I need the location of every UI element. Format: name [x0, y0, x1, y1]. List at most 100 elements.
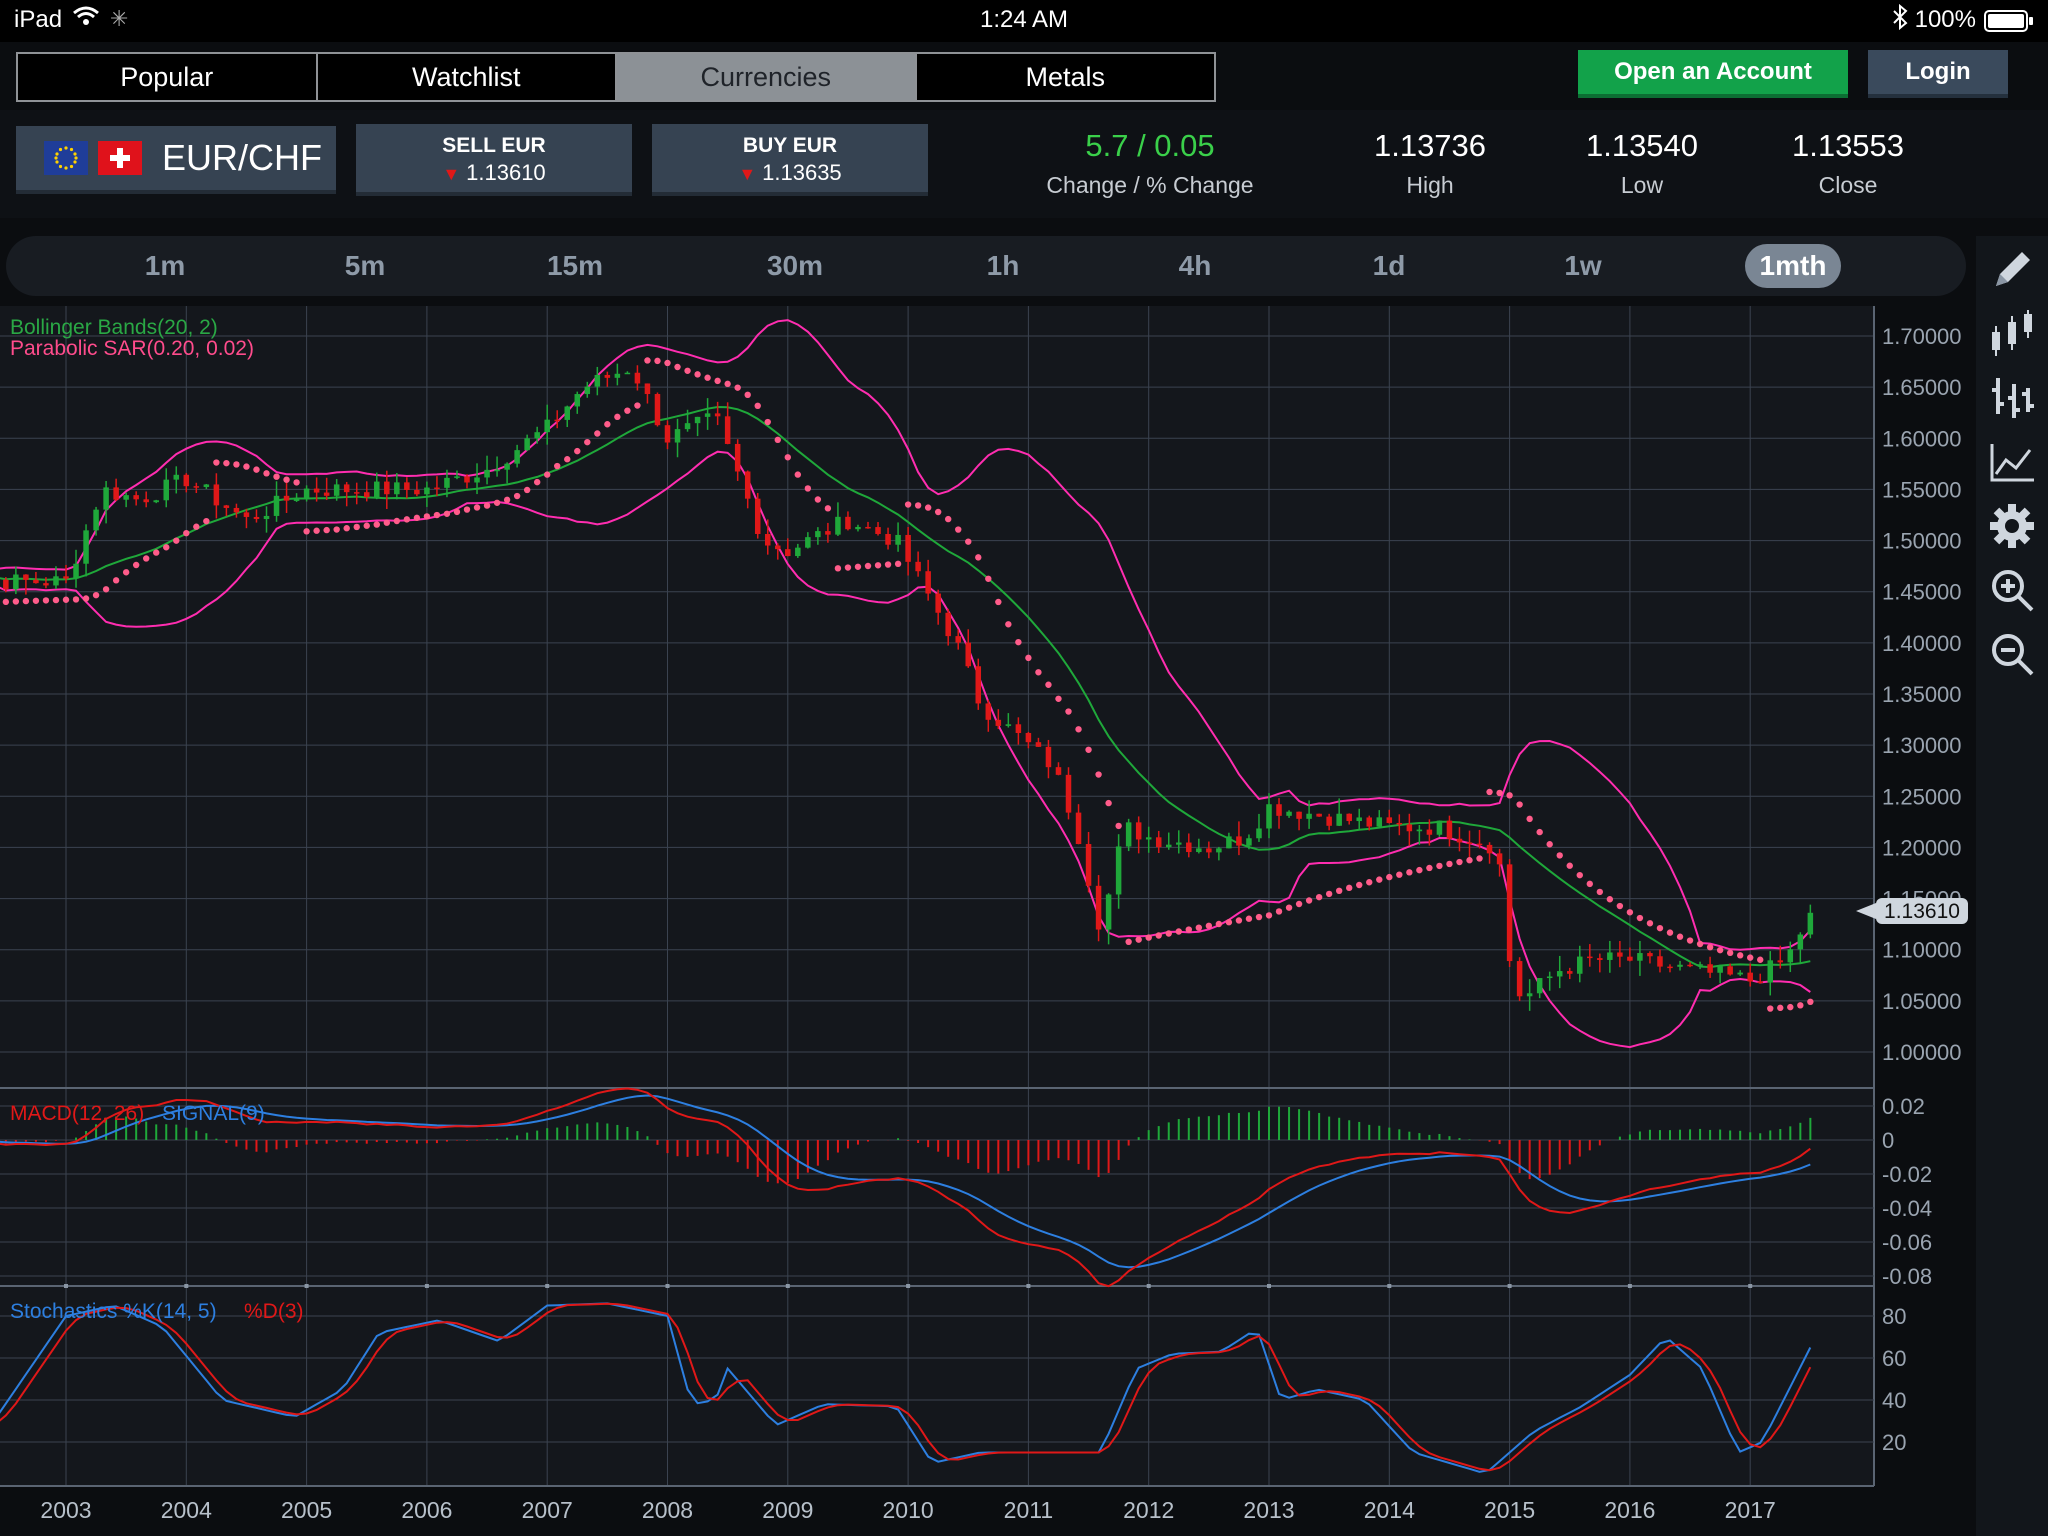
sar-dot — [1065, 708, 1072, 715]
y-tick-label: 1.30000 — [1882, 733, 1962, 758]
sar-dot — [1305, 897, 1313, 904]
candlestick-icon[interactable] — [1988, 310, 2036, 358]
login-button[interactable]: Login — [1868, 50, 2008, 98]
candle-body — [614, 373, 621, 378]
sar-dot — [2, 598, 10, 606]
timeframe-1d[interactable]: 1d — [1372, 250, 1406, 281]
candle-body — [313, 488, 320, 493]
timeframe-bar — [6, 236, 1966, 296]
sar-dot — [1245, 915, 1253, 922]
sar-dot — [894, 560, 902, 568]
timeframe-1mth[interactable]: 1mth — [1745, 244, 1841, 288]
candle-body — [163, 479, 170, 501]
candle-body — [785, 549, 791, 557]
pencil-icon[interactable] — [1988, 246, 2036, 294]
candle-body — [845, 516, 851, 530]
chart-grid — [0, 306, 1875, 1487]
stoch-tick-label: 40 — [1882, 1388, 1906, 1413]
sar-dot — [554, 462, 561, 470]
sar-dot — [443, 510, 451, 517]
separator-dot — [665, 1284, 670, 1288]
sar-dot — [233, 461, 240, 468]
macd-panel — [0, 1087, 1812, 1288]
open-account-button[interactable]: Open an Account — [1578, 50, 1848, 98]
price-chart[interactable]: 1.70000 1.65000 1.60000 1.55000 1.50000 1.450… — [0, 306, 1976, 1536]
candle-body — [1125, 822, 1132, 847]
candle-body — [1787, 949, 1794, 963]
upper-band-line — [0, 319, 1812, 951]
tab-metals[interactable]: Metals — [916, 54, 1214, 100]
candle-body — [734, 443, 741, 472]
bar-chart-icon[interactable] — [1988, 374, 2036, 422]
candle-body — [935, 593, 941, 613]
candle-body — [895, 534, 901, 545]
zoom-out-icon[interactable] — [1988, 630, 2036, 678]
line-chart-icon[interactable] — [1988, 438, 2036, 486]
sar-dot — [1396, 871, 1403, 878]
separator-dot — [64, 1284, 68, 1288]
sar-dot — [1636, 914, 1644, 922]
candle-body — [213, 484, 220, 506]
candle-body — [1206, 848, 1212, 853]
sar-dot — [473, 504, 481, 511]
sar-dot — [955, 526, 962, 533]
timeframe-15m[interactable]: 15m — [546, 250, 604, 281]
sell-button[interactable]: SELL EUR ▼ 1.13610 — [356, 124, 632, 196]
candle-body — [915, 561, 921, 572]
candle-body — [1747, 972, 1753, 982]
tab-currencies[interactable]: Currencies — [617, 54, 917, 100]
sar-dot — [1366, 879, 1373, 886]
buy-button[interactable]: BUY EUR ▼ 1.13635 — [652, 124, 928, 196]
sar-dot — [1265, 912, 1273, 919]
candle-body — [1105, 894, 1112, 930]
low-value: 1.13540 — [1585, 128, 1699, 163]
candle-body — [1476, 843, 1483, 846]
sar-dot — [1275, 908, 1283, 915]
sar-dot — [1486, 788, 1493, 796]
x-tick-label: 2003 — [40, 1497, 91, 1523]
candle-body — [474, 477, 480, 483]
timeframe-5m[interactable]: 5m — [344, 250, 386, 281]
candle-body — [283, 495, 290, 501]
sar-dot — [1436, 862, 1443, 870]
candle-body — [1226, 836, 1232, 849]
sar-dot — [323, 526, 330, 534]
sar-dot — [1576, 871, 1583, 879]
candle-body — [1486, 844, 1493, 854]
sar-dot — [203, 517, 210, 525]
tab-popular[interactable]: Popular — [18, 54, 318, 100]
sar-dot — [1285, 904, 1293, 911]
candle-body — [404, 482, 410, 490]
candle-body — [754, 498, 761, 534]
macd-line — [0, 1087, 1811, 1288]
signal-label: SIGNAL(9) — [162, 1102, 265, 1125]
timeframe-1m[interactable]: 1m — [144, 250, 186, 281]
x-tick-label: 2017 — [1725, 1497, 1776, 1523]
candle-body — [724, 416, 731, 444]
y-tick-label: 1.45000 — [1882, 580, 1962, 605]
parabolic-sar — [2, 357, 1814, 1012]
candle-body — [133, 495, 139, 500]
candlesticks — [3, 363, 1814, 1011]
sar-dot — [634, 402, 641, 409]
timeframe-4h[interactable]: 4h — [1178, 250, 1212, 281]
timeframe-1h[interactable]: 1h — [986, 250, 1020, 281]
candle-body — [353, 492, 360, 494]
gear-icon[interactable] — [1988, 502, 2036, 550]
stoch-k-label: Stochastics %K(14, 5) — [10, 1300, 217, 1323]
sar-dot — [223, 459, 230, 467]
sar-dot — [1215, 920, 1223, 928]
timeframe-1w[interactable]: 1w — [1564, 250, 1602, 281]
zoom-in-icon[interactable] — [1988, 566, 2036, 614]
tab-watchlist[interactable]: Watchlist — [317, 54, 617, 100]
y-tick-label: 1.25000 — [1882, 784, 1962, 809]
candle-body — [1256, 828, 1262, 839]
sar-dot — [293, 479, 300, 486]
sar-dot — [143, 555, 150, 562]
sar-dot — [82, 595, 90, 602]
timeframe-30m[interactable]: 30m — [766, 250, 824, 281]
instrument-selector[interactable]: EUR/CHF — [16, 126, 336, 194]
sar-dot — [1466, 857, 1473, 864]
sar-dot — [694, 371, 701, 378]
candle-body — [153, 500, 159, 503]
